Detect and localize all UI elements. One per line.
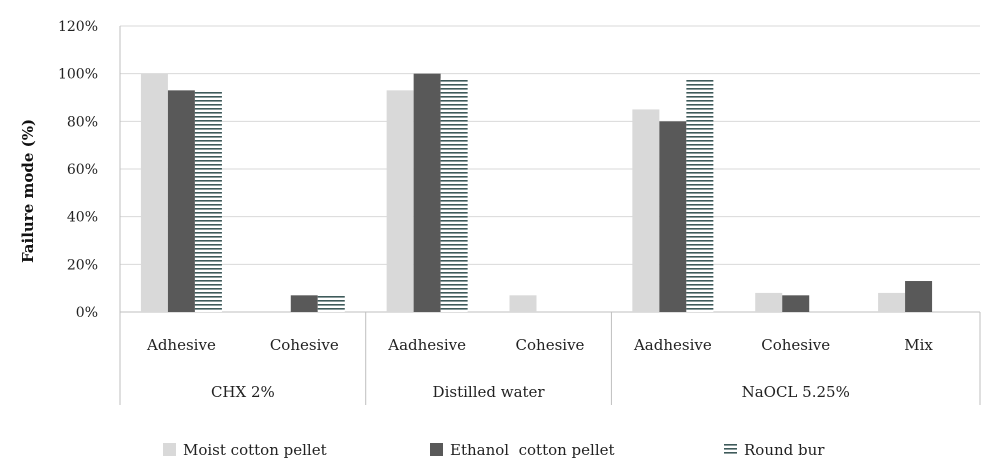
y-tick-label: 100% xyxy=(58,67,98,83)
category-label: Mix xyxy=(904,336,933,354)
category-label: Aadhesive xyxy=(633,336,712,354)
bar xyxy=(386,90,414,312)
category-label: Adhesive xyxy=(146,336,216,354)
y-tick-label: 60% xyxy=(67,162,98,178)
bar xyxy=(659,121,687,312)
group-label: NaOCL 5.25% xyxy=(742,383,850,401)
bars xyxy=(140,73,933,313)
category-label: Aadhesive xyxy=(387,336,466,354)
y-tick-label: 20% xyxy=(67,257,98,273)
bar xyxy=(509,295,537,312)
category-label: Cohesive xyxy=(516,336,585,354)
bar xyxy=(905,281,933,312)
category-labels: CHX 2% Distilled water NaOCL 5.25% Adhesive… xyxy=(146,336,933,401)
bar xyxy=(782,295,810,312)
legend-swatch xyxy=(430,443,443,456)
category-label: Cohesive xyxy=(270,336,339,354)
legend-label: Ethanol cotton pellet xyxy=(450,441,615,459)
y-tick-label: 120% xyxy=(58,19,98,35)
legend-swatch xyxy=(724,443,737,456)
y-tick-label: 0% xyxy=(76,305,98,321)
y-tick-label: 80% xyxy=(67,114,98,130)
axes xyxy=(119,26,981,405)
legend-label: Moist cotton pellet xyxy=(183,441,327,459)
category-label: Cohesive xyxy=(761,336,830,354)
group-label: CHX 2% xyxy=(211,383,275,401)
bar xyxy=(686,78,714,312)
bar xyxy=(167,90,195,312)
bar xyxy=(440,78,468,312)
bar xyxy=(290,295,318,312)
y-tick-labels: 0% 20% 40% 60% 80% 100% 120% xyxy=(58,19,98,321)
gridlines xyxy=(120,25,980,265)
legend: Moist cotton pellet Ethanol cotton pellet… xyxy=(163,441,825,459)
y-tick-label: 40% xyxy=(67,210,98,226)
legend-label: Round bur xyxy=(744,441,825,459)
bar xyxy=(140,73,168,313)
bar xyxy=(413,73,441,313)
bar xyxy=(317,295,345,312)
group-label: Distilled water xyxy=(433,383,546,401)
bar xyxy=(632,109,660,313)
bar xyxy=(878,292,906,312)
bar xyxy=(194,90,222,312)
y-axis-title: Failure mode (%) xyxy=(19,119,37,263)
bar xyxy=(755,292,783,312)
legend-swatch xyxy=(163,443,176,456)
